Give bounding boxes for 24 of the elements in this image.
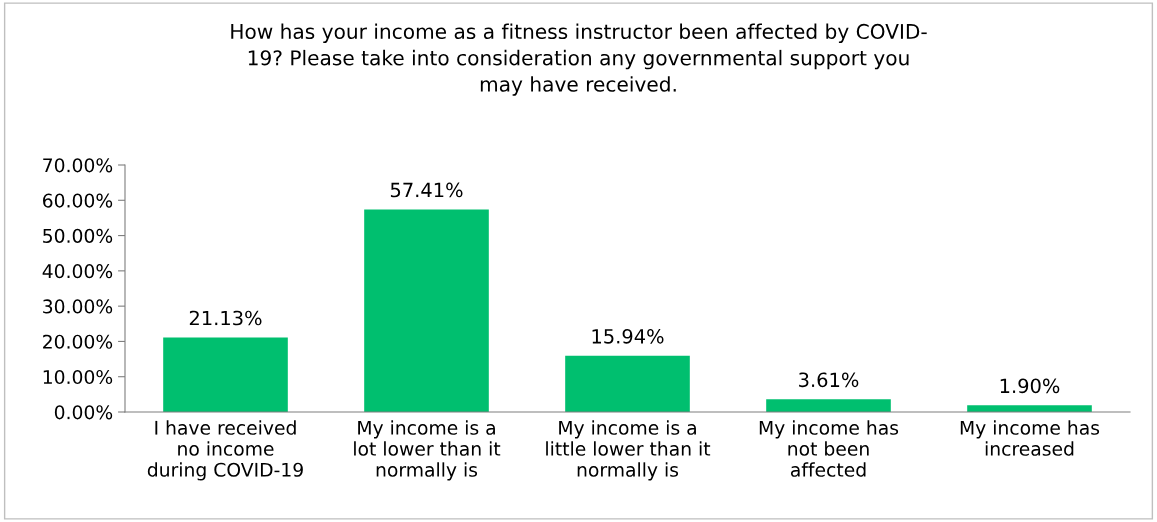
bar (364, 209, 489, 412)
data-label: 1.90% (1000, 378, 1060, 394)
data-label: 3.61% (799, 372, 859, 388)
x-tick-label: My income has increased (960, 420, 1100, 456)
bar (967, 405, 1092, 412)
y-tick-label: 10.00% (43, 369, 113, 385)
y-tick-label: 40.00% (42, 264, 113, 279)
data-label: 21.13% (189, 310, 262, 326)
bar (163, 337, 288, 412)
x-tick-label: My income is a little lower than it normally is (546, 420, 711, 481)
bar (565, 355, 690, 412)
y-tick-label: 30.00% (43, 299, 113, 314)
bar (766, 399, 891, 412)
y-tick-label: 70.00% (43, 158, 113, 173)
x-tick-label: I have received no income during COVID-19 (147, 420, 303, 481)
y-tick-label: 60.00% (43, 193, 113, 208)
data-label: 57.41% (390, 182, 463, 198)
y-tick-label: 20.00% (43, 334, 113, 349)
y-tick-label: 50.00% (43, 228, 113, 243)
chart-title: How has your income as a fitness instructor been affected by COVID- 19? Please take into consideration any governmental support you may have received. (231, 23, 927, 96)
y-tick-label: 0.00% (54, 405, 113, 420)
x-tick-label: My income is a lot lower than it normally is (354, 420, 501, 481)
data-label: 15.94% (592, 328, 664, 344)
x-tick-label: My income has not been affected (759, 420, 899, 477)
